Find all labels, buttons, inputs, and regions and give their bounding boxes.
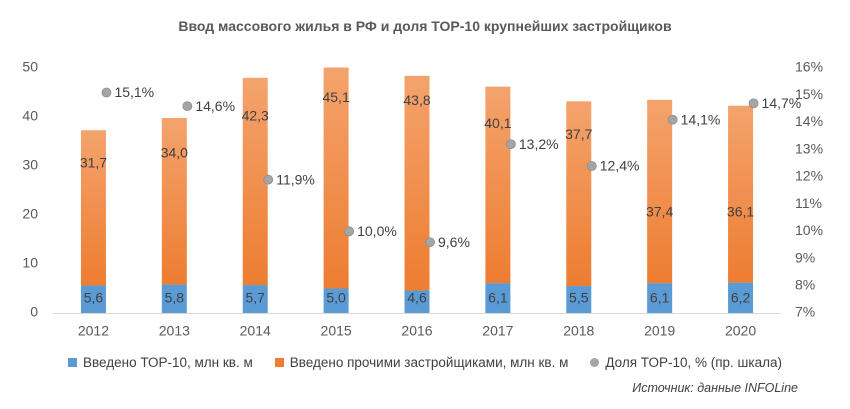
y-left-tick-label: 0: [30, 304, 38, 320]
bar-others: [485, 86, 511, 284]
legend-label-top10: Введено ТОР-10, млн кв. м: [83, 355, 253, 370]
data-label-top10: 5,7: [245, 290, 265, 306]
source-note: Источник: данные INFOLine: [632, 381, 798, 395]
bar-top10: [404, 290, 430, 313]
data-label-others: 37,4: [646, 203, 673, 219]
bar-top10: [80, 285, 106, 313]
bar-top10: [485, 283, 511, 313]
y-left-tick-label: 50: [22, 59, 38, 75]
data-label-others: 45,1: [322, 89, 349, 105]
data-label-others: 42,3: [242, 108, 269, 124]
chart-legend: Введено ТОР-10, млн кв. м Введено прочим…: [0, 355, 850, 370]
data-label-share: 15,1%: [114, 84, 154, 100]
data-label-share: 14,1%: [681, 111, 721, 127]
data-label-top10: 5,6: [84, 290, 104, 306]
bar-others: [161, 117, 187, 285]
share-point: [182, 101, 193, 112]
data-label-others: 31,7: [80, 154, 107, 170]
data-label-top10: 6,2: [731, 290, 751, 306]
share-point: [748, 98, 759, 109]
y-left-tick-label: 30: [22, 157, 38, 173]
data-label-share: 14,7%: [762, 95, 802, 111]
y-right-tick-label: 8%: [795, 276, 815, 292]
x-tick-label: 2020: [725, 323, 756, 339]
data-label-others: 36,1: [727, 203, 754, 219]
bar-others: [647, 99, 673, 284]
share-point: [263, 174, 274, 185]
data-label-top10: 5,5: [569, 290, 589, 306]
x-tick-label: 2013: [159, 323, 190, 339]
bar-top10: [728, 282, 754, 313]
legend-item-top10: Введено ТОР-10, млн кв. м: [68, 355, 253, 370]
bar-top10: [566, 286, 592, 313]
data-label-others: 37,7: [565, 126, 592, 142]
x-tick-label: 2015: [321, 323, 352, 339]
data-label-share: 13,2%: [519, 136, 559, 152]
legend-swatch-share: [590, 358, 600, 367]
y-right-tick-label: 15%: [795, 86, 823, 102]
data-label-top10: 4,6: [407, 290, 427, 306]
y-right-tick-label: 7%: [795, 304, 815, 320]
share-point: [586, 161, 597, 171]
y-right-tick-label: 16%: [795, 59, 823, 75]
x-tick-label: 2012: [78, 323, 109, 339]
data-label-share: 12,4%: [600, 158, 640, 174]
bar-others: [566, 101, 592, 287]
y-right-tick-label: 10%: [795, 222, 823, 238]
data-label-share: 10,0%: [357, 223, 397, 239]
legend-label-others: Введено прочими застройщиками, млн кв. м: [289, 355, 569, 370]
bar-others: [728, 105, 754, 283]
bar-others: [404, 75, 430, 291]
legend-label-share: Доля ТОР-10, % (пр. шкала): [605, 355, 782, 370]
x-tick-label: 2016: [401, 323, 432, 339]
bar-top10: [242, 285, 268, 313]
data-label-top10: 5,0: [326, 290, 346, 306]
share-point: [344, 226, 355, 237]
data-label-share: 9,6%: [438, 234, 470, 250]
legend-item-others: Введено прочими застройщиками, млн кв. м: [274, 355, 569, 370]
y-left-tick-label: 10: [22, 255, 38, 271]
data-label-others: 34,0: [161, 144, 188, 160]
y-right-tick-label: 11%: [795, 195, 822, 211]
x-tick-label: 2019: [644, 323, 675, 339]
y-right-tick-label: 9%: [795, 249, 815, 265]
bar-others: [80, 130, 106, 286]
legend-swatch-others: [274, 358, 284, 367]
y-left-tick-label: 40: [22, 108, 38, 124]
bar-top10: [161, 284, 187, 313]
share-point: [505, 139, 516, 150]
data-label-share: 11,9%: [276, 171, 315, 187]
data-label-others: 40,1: [484, 115, 511, 131]
share-point: [101, 87, 112, 98]
legend-item-share: Доля ТОР-10, % (пр. шкала): [590, 355, 782, 370]
share-point: [425, 237, 435, 248]
data-label-top10: 6,1: [650, 290, 670, 306]
data-label-top10: 6,1: [488, 290, 508, 306]
data-label-top10: 5,8: [165, 290, 185, 306]
bar-others: [242, 77, 268, 286]
data-label-others: 43,8: [403, 92, 430, 108]
bar-top10: [323, 288, 349, 313]
y-left-tick-label: 20: [22, 206, 38, 222]
bar-top10: [647, 283, 673, 313]
bar-others: [323, 67, 349, 289]
legend-swatch-top10: [68, 358, 78, 367]
y-right-tick-label: 13%: [795, 140, 823, 156]
y-right-tick-label: 14%: [795, 113, 823, 129]
x-tick-label: 2014: [240, 323, 271, 339]
chart-title: Ввод массового жилья в РФ и доля ТОР-10 …: [178, 18, 672, 34]
share-point: [667, 114, 678, 125]
y-right-tick-label: 12%: [795, 168, 823, 184]
x-tick-label: 2017: [482, 323, 513, 339]
x-tick-label: 2018: [563, 323, 594, 339]
data-label-share: 14,6%: [195, 98, 235, 114]
